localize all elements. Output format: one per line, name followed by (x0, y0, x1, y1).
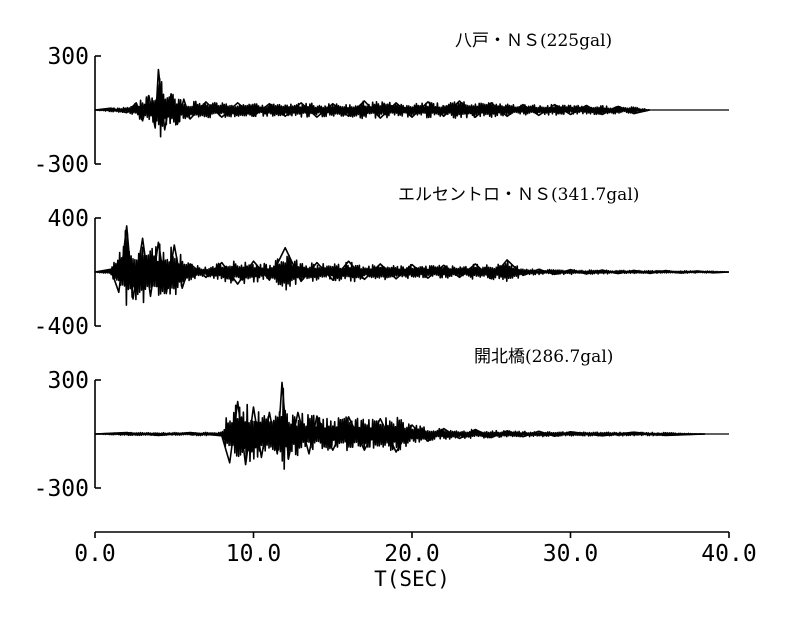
y-tick-label-top: 300 (47, 368, 89, 394)
record-title: エルセントロ・ＮＳ(341.7gal) (398, 185, 639, 205)
record-2: エルセントロ・ＮＳ(341.7gal) 400 -400 (34, 185, 730, 340)
x-axis-title: T(SEC) (374, 567, 450, 591)
x-tick-label: 0.0 (74, 541, 116, 567)
x-tick-label: 10.0 (226, 541, 281, 567)
y-tick-label-bottom: -300 (34, 152, 89, 178)
x-axis: T(SEC) 0.0 10.0 20.0 30.0 40.0 (74, 531, 757, 591)
record-title: 開北橋(286.7gal) (474, 347, 613, 367)
records-layer: 八戸・ＮＳ(225gal) 300 -300 エルセントロ・ＮＳ(341.7gal) 4… (34, 31, 730, 502)
x-tick-label: 30.0 (543, 541, 598, 567)
waveform-trace (94, 229, 729, 306)
record-1: 八戸・ＮＳ(225gal) 300 -300 (34, 31, 729, 178)
record-title: 八戸・ＮＳ(225gal) (455, 31, 612, 51)
record-3: 開北橋(286.7gal) 300 -300 (34, 347, 729, 502)
y-tick-label-top: 300 (47, 44, 89, 70)
waveform-peaks (94, 381, 706, 466)
x-tick-label: 40.0 (701, 541, 756, 567)
waveform-trace (94, 77, 650, 138)
y-tick-label-bottom: -300 (34, 476, 89, 502)
y-tick-label-top: 400 (47, 206, 89, 232)
waveform-peaks (94, 225, 730, 300)
y-tick-label-bottom: -400 (34, 314, 89, 340)
waveform-trace (95, 387, 705, 470)
waveform-peaks (94, 68, 650, 131)
x-tick-label: 20.0 (384, 541, 439, 567)
